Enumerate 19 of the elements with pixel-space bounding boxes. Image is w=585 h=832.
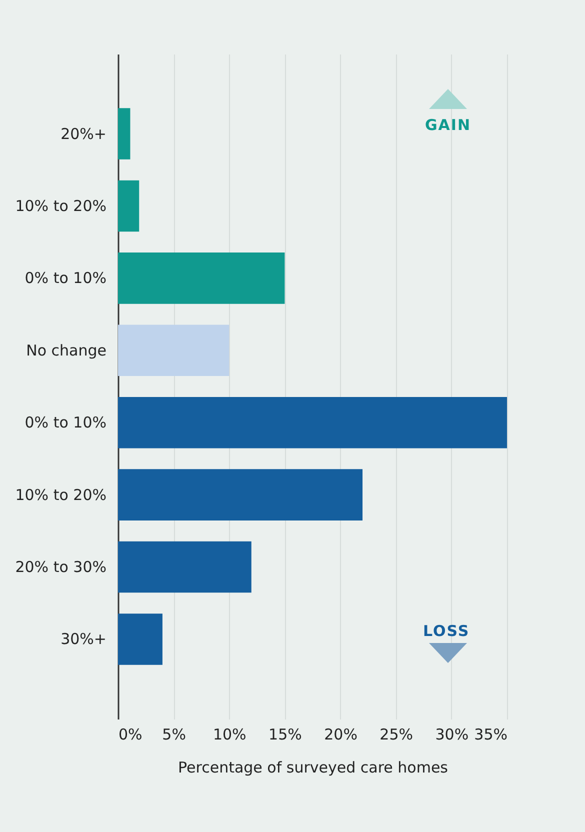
y-tick-label: 20%+ xyxy=(60,124,106,143)
y-tick-label: No change xyxy=(26,341,106,360)
y-tick-label: 30%+ xyxy=(60,630,106,648)
annotation: GAIN xyxy=(425,116,472,134)
x-tick-label: 5% xyxy=(162,726,186,744)
x-tick-label: 10% xyxy=(212,726,246,744)
x-tick-label: 35% xyxy=(474,726,508,744)
x-tick-label: 15% xyxy=(268,726,302,744)
y-tick-label: 20% to 30% xyxy=(15,558,106,576)
x-tick-label: 25% xyxy=(380,726,414,744)
y-tick-label: 0% to 10% xyxy=(24,414,106,432)
x-tick-label: 30% xyxy=(435,726,469,744)
x-tick-label: 20% xyxy=(324,726,358,744)
x-axis-title: Percentage of surveyed care homes xyxy=(178,758,448,776)
x-tick-label: 0% xyxy=(118,726,142,744)
y-tick-label: 0% to 10% xyxy=(24,269,106,288)
y-tick-label: 10% to 20% xyxy=(15,486,106,504)
y-tick-label: 10% to 20% xyxy=(15,196,106,215)
annotation: LOSS xyxy=(423,622,470,640)
